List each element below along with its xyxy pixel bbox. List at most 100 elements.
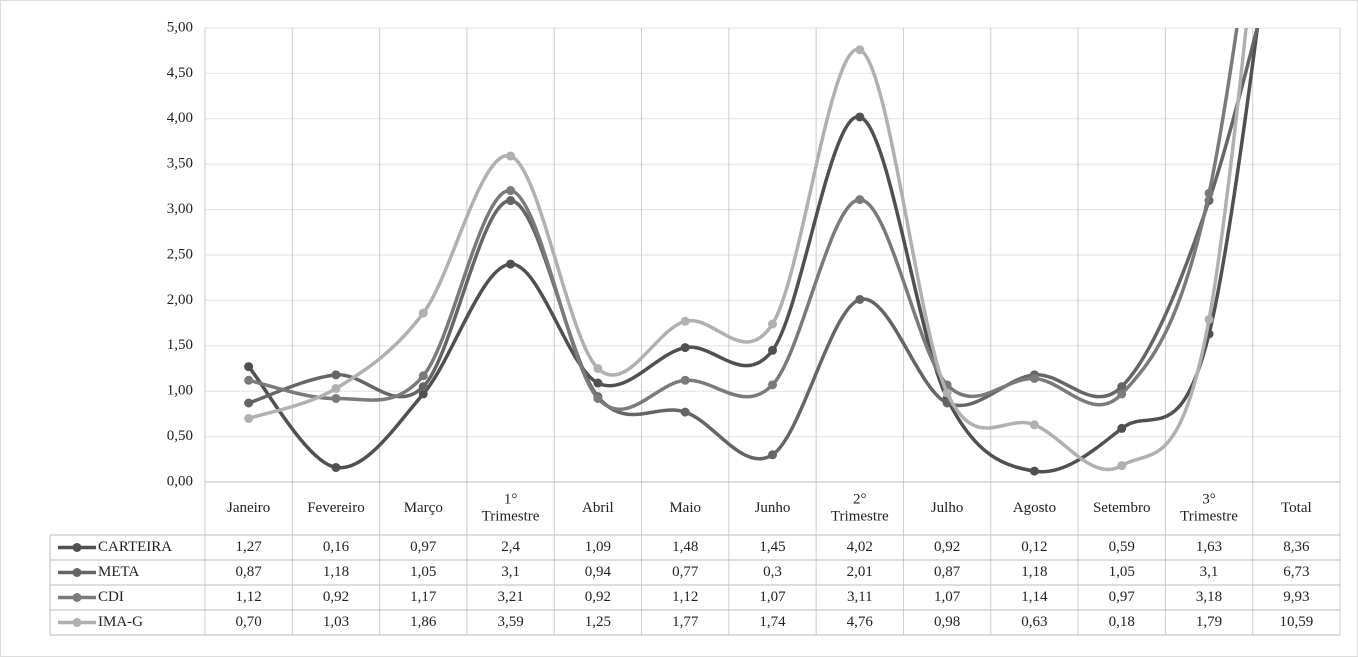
table-cell: 1,63: [1196, 539, 1222, 555]
x-tick-label: Março: [404, 500, 443, 516]
table-cell: 0,77: [672, 564, 699, 580]
point: [1117, 461, 1127, 471]
table-cell: 1,14: [1021, 589, 1048, 605]
table-cell: 0,97: [410, 539, 437, 555]
point: [855, 45, 865, 55]
point: [680, 316, 690, 326]
table-cell: 3,59: [497, 614, 523, 630]
table-cell: 1,25: [585, 614, 611, 630]
table-cell: 0,3: [763, 564, 782, 580]
legend-label: CDI: [98, 589, 124, 605]
table-cell: 0,16: [323, 539, 350, 555]
point: [768, 319, 777, 329]
point: [418, 371, 428, 381]
series-line: [247, 28, 1260, 474]
point: [331, 393, 341, 403]
table-cell: 1,03: [323, 614, 349, 630]
table-cell: 0,63: [1021, 614, 1047, 630]
x-tick-label: Fevereiro: [307, 500, 364, 516]
table-cell: 0,12: [1021, 539, 1047, 555]
point: [768, 450, 777, 460]
table-cell: 2,4: [501, 539, 520, 555]
table-cell: 3,18: [1196, 589, 1222, 605]
point: [1029, 373, 1039, 383]
table-cell: 1,74: [759, 614, 786, 630]
table-cell: 1,07: [934, 589, 961, 605]
point: [593, 393, 603, 403]
legend-label: META: [98, 564, 139, 580]
point: [506, 196, 516, 206]
y-tick-label: 1,50: [167, 337, 193, 353]
y-tick-label: 1,00: [167, 383, 193, 399]
point: [244, 398, 254, 408]
legend-marker: [72, 593, 82, 602]
point: [680, 343, 690, 353]
point: [244, 362, 254, 372]
table-cell: 1,27: [236, 539, 263, 555]
table-cell: 1,05: [410, 564, 436, 580]
table-cell: 1,12: [672, 589, 698, 605]
point: [1029, 420, 1039, 430]
point: [1117, 382, 1127, 392]
table-cell: 3,11: [847, 589, 873, 605]
x-tick-label: 1° Trimestre: [482, 492, 540, 525]
x-tick-label: Setembro: [1093, 500, 1151, 516]
x-tick-label: Agosto: [1013, 500, 1056, 516]
point: [1117, 389, 1127, 399]
x-tick-label: Abril: [582, 500, 614, 516]
table-cell: 3,1: [1200, 564, 1219, 580]
point: [855, 195, 865, 205]
point: [506, 186, 516, 196]
x-tick-label: Julho: [931, 500, 964, 516]
legend-label: CARTEIRA: [98, 539, 172, 555]
table-cell: 0,87: [934, 564, 961, 580]
y-tick-label: 4,50: [167, 65, 193, 81]
point: [680, 375, 690, 385]
point: [768, 345, 777, 355]
table-cell: 1,09: [585, 539, 611, 555]
table-cell: 1,17: [410, 589, 437, 605]
table-cell: 1,07: [759, 589, 786, 605]
y-tick-label: 3,50: [167, 156, 193, 172]
legend-marker: [72, 568, 82, 577]
table-cell: 0,94: [585, 564, 612, 580]
table-cell: 1,45: [759, 539, 785, 555]
point: [942, 388, 952, 398]
table-cell: 1,79: [1196, 614, 1222, 630]
y-tick-label: 2,00: [167, 292, 193, 308]
y-tick-label: 0,50: [167, 428, 193, 444]
x-tick-label: Total: [1281, 500, 1312, 516]
legend-marker: [72, 543, 82, 552]
x-tick-label: 3° Trimestre: [1180, 492, 1238, 525]
series-line: [248, 28, 1259, 461]
point: [680, 407, 690, 417]
point: [418, 389, 428, 399]
table-cell: 1,18: [1021, 564, 1047, 580]
table-cell: 3,1: [501, 564, 520, 580]
point: [506, 151, 516, 161]
table-cell: 4,76: [847, 614, 874, 630]
table-cell: 8,36: [1283, 539, 1310, 555]
table-cell: 1,77: [672, 614, 699, 630]
table-cell: 0,87: [236, 564, 263, 580]
x-tick-label: 2° Trimestre: [831, 492, 889, 525]
point: [855, 112, 865, 122]
point: [418, 382, 428, 392]
table-cell: 4,02: [847, 539, 873, 555]
point: [593, 378, 603, 388]
table-cell: 1,48: [672, 539, 698, 555]
point: [768, 380, 777, 390]
series-line: [248, 28, 1239, 412]
table-cell: 0,18: [1109, 614, 1135, 630]
table-cell: 0,70: [236, 614, 262, 630]
point: [1204, 188, 1214, 198]
plot-area: [244, 28, 1260, 476]
table-cell: 0,97: [1109, 589, 1136, 605]
table-cell: 0,92: [585, 589, 611, 605]
point: [331, 462, 341, 472]
table-cell: 1,12: [236, 589, 262, 605]
table-cell: 0,92: [934, 539, 960, 555]
table-cell: 0,92: [323, 589, 349, 605]
